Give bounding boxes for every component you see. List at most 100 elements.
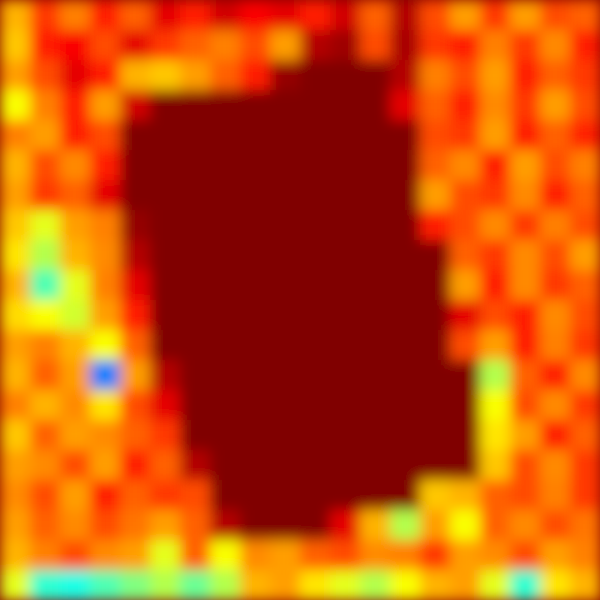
heat-cell <box>180 450 211 481</box>
heat-cell <box>510 60 541 91</box>
heat-cell <box>30 360 61 391</box>
heat-cell <box>60 420 91 451</box>
heat-cell <box>390 480 421 511</box>
heat-cell <box>0 420 31 451</box>
heat-cell <box>390 420 421 451</box>
heat-cell <box>150 510 181 541</box>
heat-cell <box>120 540 151 571</box>
heat-cell <box>180 570 211 600</box>
heat-cell <box>0 570 31 600</box>
heat-cell <box>150 60 181 91</box>
heat-cell <box>60 510 91 541</box>
heat-cell <box>360 210 391 241</box>
heat-cell <box>270 150 301 181</box>
heat-cell <box>30 210 61 241</box>
heat-cell <box>480 570 511 600</box>
heat-cell <box>0 0 31 31</box>
heat-cell <box>540 300 571 331</box>
heat-cell <box>180 360 211 391</box>
heat-cell <box>390 120 421 151</box>
heat-cell <box>270 90 301 121</box>
heat-cell <box>540 180 571 211</box>
heat-cell <box>60 540 91 571</box>
heat-cell <box>540 90 571 121</box>
heat-cell <box>360 30 391 61</box>
heat-cell <box>60 450 91 481</box>
heat-cell <box>390 450 421 481</box>
heat-cell <box>60 270 91 301</box>
heat-cell <box>420 510 451 541</box>
heat-cell <box>360 0 391 31</box>
heat-cell <box>480 510 511 541</box>
heat-cell <box>150 150 181 181</box>
heat-cell <box>420 240 451 271</box>
heat-cell <box>120 450 151 481</box>
heat-cell <box>150 240 181 271</box>
heat-cell <box>180 240 211 271</box>
heat-cell <box>210 420 241 451</box>
heat-cell <box>360 360 391 391</box>
heat-cell <box>120 60 151 91</box>
heat-cell <box>390 0 421 31</box>
heat-cell <box>540 510 571 541</box>
heat-cell <box>210 300 241 331</box>
heat-cell <box>240 60 271 91</box>
cells <box>0 0 600 600</box>
heat-cell <box>180 480 211 511</box>
heat-cell <box>300 510 331 541</box>
heat-cell <box>240 390 271 421</box>
heat-cell <box>120 0 151 31</box>
heat-cell <box>300 480 331 511</box>
heat-cell <box>300 300 331 331</box>
heat-cell <box>180 510 211 541</box>
heat-cell <box>0 30 31 61</box>
heat-cell <box>450 450 481 481</box>
heat-cell <box>540 0 571 31</box>
heat-cell <box>180 0 211 31</box>
heat-cell <box>180 420 211 451</box>
heat-cell <box>390 270 421 301</box>
heat-cell <box>270 30 301 61</box>
heat-cell <box>90 30 121 61</box>
heat-cell <box>300 60 331 91</box>
heat-cell <box>300 570 331 600</box>
heat-cell <box>360 510 391 541</box>
heat-cell <box>570 90 600 121</box>
heat-cell <box>300 150 331 181</box>
heat-cell <box>510 300 541 331</box>
heat-cell <box>210 60 241 91</box>
heat-cell <box>90 180 121 211</box>
heat-cell <box>360 330 391 361</box>
heat-cell <box>240 510 271 541</box>
heat-cell <box>360 420 391 451</box>
heat-cell <box>480 240 511 271</box>
heat-cell <box>330 570 361 600</box>
heat-cell <box>30 480 61 511</box>
heat-cell <box>180 210 211 241</box>
heat-cell <box>150 390 181 421</box>
heat-cell <box>0 90 31 121</box>
heat-cell <box>30 90 61 121</box>
heat-cell <box>270 0 301 31</box>
heat-cell <box>120 360 151 391</box>
heat-cell <box>450 60 481 91</box>
heat-cell <box>240 0 271 31</box>
heat-cell <box>150 360 181 391</box>
heat-cell <box>480 120 511 151</box>
heat-cell <box>60 300 91 331</box>
heat-cell <box>30 180 61 211</box>
heat-cell <box>540 240 571 271</box>
heat-cell <box>390 90 421 121</box>
heat-cell <box>450 270 481 301</box>
heat-cell <box>210 390 241 421</box>
heat-cell <box>30 390 61 421</box>
heat-cell <box>240 180 271 211</box>
heat-cell <box>360 270 391 301</box>
heat-cell <box>90 390 121 421</box>
heat-cell <box>300 360 331 391</box>
heat-cell <box>480 330 511 361</box>
heat-cell <box>120 390 151 421</box>
heat-cell <box>60 0 91 31</box>
heat-cell <box>570 480 600 511</box>
heat-cell <box>150 120 181 151</box>
